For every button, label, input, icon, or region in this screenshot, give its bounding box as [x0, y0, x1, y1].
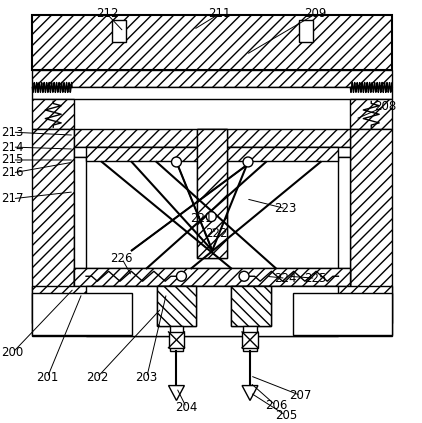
Bar — [197, 129, 227, 258]
Text: 225: 225 — [304, 272, 327, 285]
Text: 204: 204 — [175, 401, 197, 414]
Text: 208: 208 — [374, 100, 396, 113]
Text: 202: 202 — [86, 371, 108, 384]
Bar — [197, 129, 227, 258]
Text: 215: 215 — [1, 154, 24, 167]
Bar — [350, 99, 392, 129]
Bar — [32, 88, 392, 99]
Bar — [112, 20, 126, 42]
Bar — [32, 15, 392, 69]
Bar — [350, 129, 392, 323]
Circle shape — [171, 157, 181, 167]
Circle shape — [243, 157, 253, 167]
Text: 226: 226 — [111, 252, 133, 265]
Bar — [299, 20, 313, 42]
Text: 206: 206 — [265, 399, 287, 412]
Text: 207: 207 — [289, 389, 312, 402]
Text: 209: 209 — [304, 8, 327, 20]
Bar — [32, 99, 74, 129]
Circle shape — [176, 271, 187, 281]
Bar — [74, 268, 350, 286]
Bar — [231, 286, 271, 326]
Bar — [338, 157, 350, 323]
Text: 205: 205 — [275, 409, 297, 422]
Text: 201: 201 — [36, 371, 59, 384]
Text: 216: 216 — [1, 166, 24, 179]
Text: 214: 214 — [1, 140, 24, 154]
Bar — [74, 157, 86, 323]
Bar — [86, 286, 338, 336]
Bar — [243, 326, 257, 351]
Polygon shape — [168, 386, 184, 401]
Bar — [242, 332, 258, 348]
Bar — [74, 129, 350, 147]
Text: 200: 200 — [1, 346, 24, 359]
Bar — [168, 332, 184, 348]
Bar — [32, 293, 132, 335]
Text: 203: 203 — [135, 371, 158, 384]
Text: 221: 221 — [190, 212, 213, 225]
Bar — [32, 69, 392, 88]
Circle shape — [206, 212, 216, 222]
Bar — [231, 286, 271, 326]
Bar — [32, 286, 392, 336]
Text: 211: 211 — [208, 8, 230, 20]
Bar — [74, 268, 350, 286]
Bar — [32, 129, 74, 323]
Text: 223: 223 — [275, 202, 297, 215]
Polygon shape — [242, 386, 258, 401]
Text: 217: 217 — [1, 192, 24, 205]
Bar — [157, 286, 196, 326]
Text: 224: 224 — [275, 272, 297, 285]
Bar — [157, 286, 196, 326]
Text: 222: 222 — [205, 227, 227, 240]
Bar — [293, 293, 392, 335]
Circle shape — [239, 271, 249, 281]
Bar — [74, 147, 350, 157]
Text: 213: 213 — [1, 126, 24, 139]
Bar — [170, 326, 184, 351]
Text: 212: 212 — [96, 8, 118, 20]
Bar — [86, 147, 338, 161]
